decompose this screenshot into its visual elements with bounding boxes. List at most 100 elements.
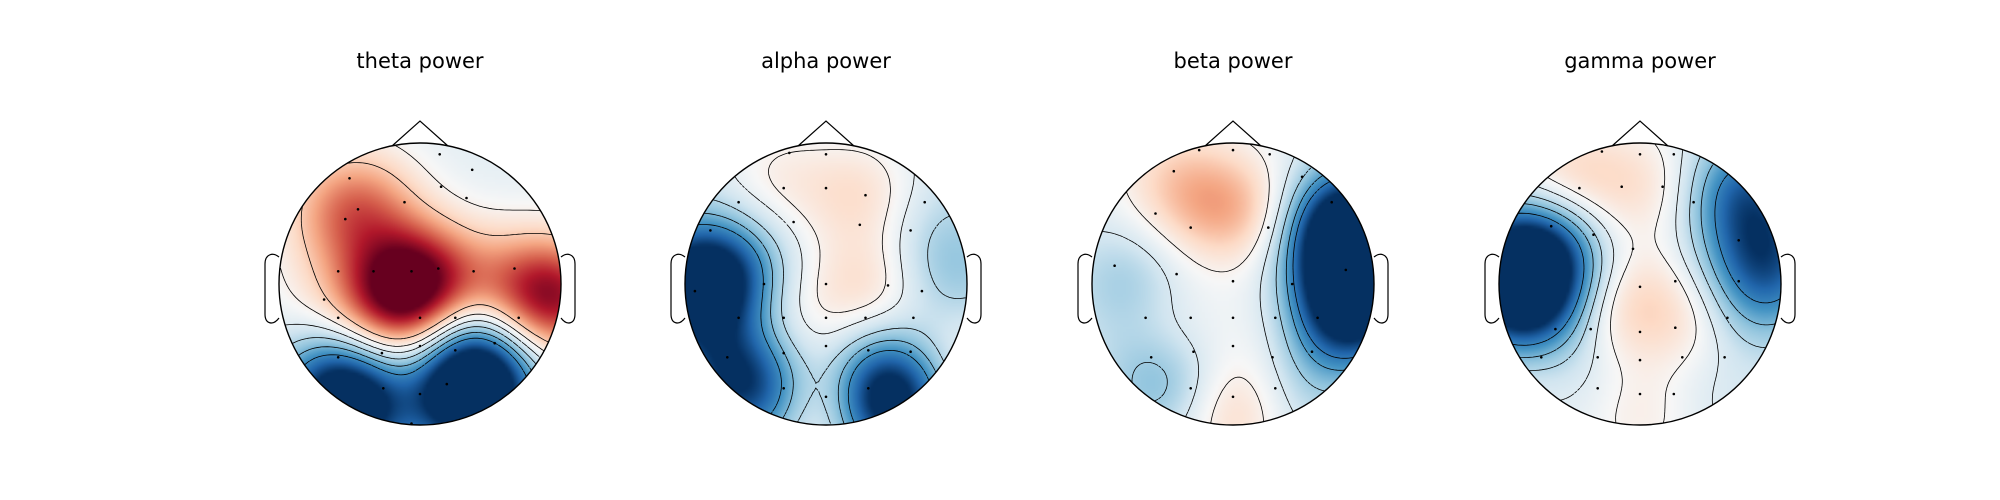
sensor-marker [372, 270, 375, 273]
head-outline [1498, 142, 1782, 426]
sensor-marker [517, 316, 520, 320]
sensor-marker [1726, 316, 1729, 320]
sensor-marker [1113, 264, 1116, 268]
sensor-marker [1596, 356, 1599, 359]
sensor-marker [513, 267, 516, 270]
sensor-marker [1672, 153, 1676, 156]
sensor-marker [1344, 268, 1348, 272]
sensor-marker [693, 289, 697, 293]
sensor-marker [1661, 185, 1664, 188]
sensor-marker [737, 200, 740, 204]
left-ear-outline [670, 253, 686, 324]
sensor-marker [1231, 316, 1235, 320]
sensor-marker [1596, 387, 1599, 390]
sensor-marker [465, 196, 468, 200]
nose-outline [797, 120, 855, 147]
sensor-marker [1737, 279, 1740, 283]
heatmap-field [1092, 143, 1374, 425]
sensor-marker [454, 349, 457, 352]
sensor-marker [923, 200, 926, 204]
heatmap-image [1092, 143, 1374, 425]
sensor-marker [1154, 212, 1157, 215]
sensor-marker [1268, 153, 1271, 156]
sensor-marker [454, 316, 457, 320]
sensor-marker [762, 282, 766, 286]
sensor-marker [909, 229, 912, 232]
sensor-marker [1592, 233, 1595, 236]
sensor-marker [824, 316, 828, 320]
sensor-marker [737, 316, 740, 320]
sensor-marker [1638, 285, 1642, 289]
right-ear-outline [966, 253, 982, 324]
sensor-marker [1300, 175, 1304, 179]
sensor-marker [867, 387, 870, 390]
nose-outline [1611, 120, 1669, 147]
sensor-marker [782, 186, 785, 190]
sensor-marker [418, 392, 422, 396]
sensor-marker [439, 185, 443, 188]
sensor-marker [1274, 316, 1277, 320]
sensor-marker [1638, 392, 1642, 396]
sensor-marker [1197, 148, 1201, 152]
panel-title: beta power [1174, 49, 1293, 73]
sensor-marker [1737, 239, 1740, 242]
sensor-marker [1672, 392, 1676, 396]
sensor-marker [403, 200, 406, 204]
sensor-marker [1175, 272, 1178, 276]
heatmap-field [279, 143, 561, 425]
sensor-marker [1681, 356, 1684, 359]
sensor-marker [1189, 387, 1192, 390]
nose-outline [391, 120, 449, 147]
heatmap-field [1499, 143, 1781, 425]
sensor-marker [418, 344, 422, 348]
sensor-marker [709, 229, 712, 232]
topomap-panel: beta power [1077, 49, 1389, 426]
sensor-marker [1267, 226, 1270, 229]
sensor-marker [886, 284, 890, 287]
sensor-marker [1631, 247, 1635, 251]
sensor-marker [1589, 327, 1592, 331]
sensor-marker [1600, 150, 1604, 153]
sensor-marker [864, 316, 867, 320]
sensor-marker [782, 351, 785, 355]
sensor-marker [1189, 316, 1192, 320]
sensor-marker [1723, 356, 1726, 359]
sensor-marker [437, 267, 440, 270]
sensor-marker [336, 356, 340, 359]
sensor-marker [726, 356, 729, 359]
sensor-marker [1271, 356, 1274, 359]
sensor-marker [1692, 200, 1695, 204]
sensor-marker [1674, 326, 1677, 330]
sensor-marker [912, 316, 915, 320]
sensor-marker [1144, 316, 1147, 320]
right-ear-outline [560, 253, 576, 324]
sensor-marker [336, 316, 340, 320]
sensor-marker [1638, 153, 1642, 156]
topomap-panel: theta power [264, 49, 576, 426]
topomap-panel: alpha power [670, 49, 982, 426]
sensor-marker [1231, 344, 1235, 348]
panel-title: theta power [356, 49, 484, 73]
topomap-panel: gamma power [1484, 49, 1796, 426]
sensor-marker [1231, 279, 1235, 283]
sensor-marker [1554, 327, 1557, 331]
head-outline [1091, 142, 1375, 426]
sensor-marker [1330, 200, 1333, 204]
right-ear-outline [1780, 253, 1796, 324]
sensor-marker [438, 153, 442, 156]
sensor-marker [1149, 356, 1153, 359]
heatmap-image [279, 143, 561, 425]
contour-line [768, 149, 891, 313]
sensor-marker [1231, 395, 1235, 399]
sensor-marker [824, 344, 828, 348]
sensor-marker [418, 316, 422, 320]
sensor-marker [493, 341, 497, 345]
sensor-marker [348, 177, 351, 180]
sensor-marker [909, 350, 912, 354]
sensor-marker [470, 168, 474, 172]
sensor-marker [1192, 350, 1195, 354]
sensor-marker [920, 289, 924, 293]
sensor-marker [824, 153, 828, 156]
sensor-marker [782, 387, 785, 390]
sensor-marker [1620, 185, 1623, 188]
